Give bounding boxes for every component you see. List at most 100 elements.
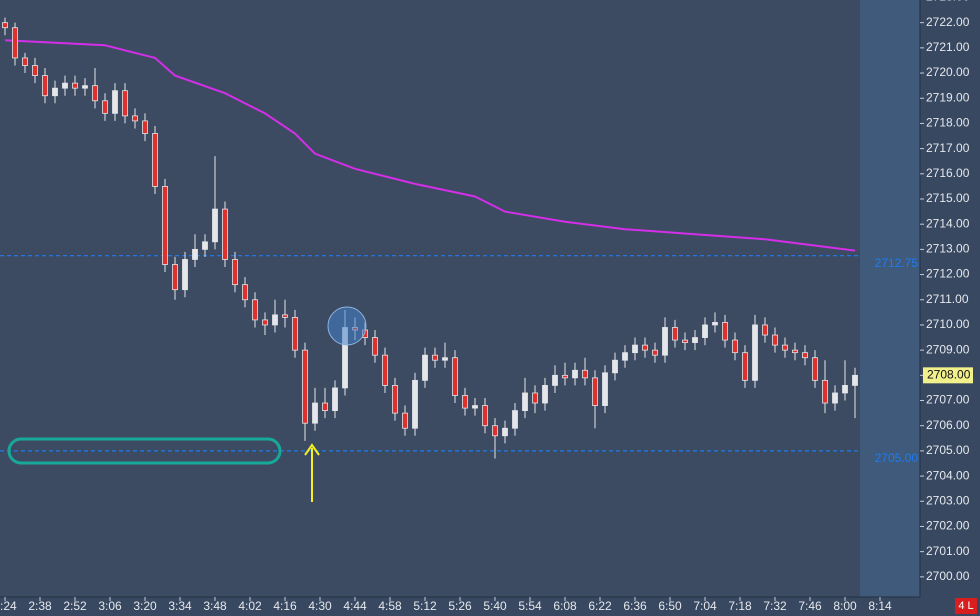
candle-body [712, 322, 718, 326]
candle-body [82, 85, 88, 89]
candle-body [192, 248, 198, 260]
candle-body [272, 314, 278, 326]
y-tick-label: 2702.00 [926, 519, 970, 533]
candle-body [282, 314, 288, 318]
x-tick-label: 8:14 [868, 599, 892, 613]
y-tick-label: 2714.00 [926, 216, 970, 230]
candle-body [442, 357, 448, 361]
x-tick-label: 5:26 [448, 599, 472, 613]
x-tick-label: 7:32 [763, 599, 787, 613]
candle-body [162, 186, 168, 265]
candle-body [222, 208, 228, 260]
candle-body [42, 75, 48, 97]
y-tick-label: 2721.00 [926, 40, 970, 54]
x-tick-label: 7:04 [693, 599, 717, 613]
candle-body [852, 374, 858, 386]
x-tick-label: 6:36 [623, 599, 647, 613]
candle-body [262, 319, 268, 326]
candle-body [322, 402, 328, 411]
x-tick-label: 3:34 [168, 599, 192, 613]
highlight-ellipse [7, 437, 282, 465]
y-tick-label: 2712.00 [926, 267, 970, 281]
candle-body [212, 208, 218, 243]
candle-body [752, 324, 758, 381]
candle-body [462, 395, 468, 409]
candle-body [742, 352, 748, 381]
future-area [860, 0, 920, 597]
arrow-head [304, 443, 320, 456]
candle-body [722, 322, 728, 341]
candle-body [292, 316, 298, 351]
x-tick-label: 4:44 [343, 599, 367, 613]
candle-body [102, 100, 108, 114]
candle-body [152, 133, 158, 187]
candle-body [172, 264, 178, 291]
x-tick-label: 4:58 [378, 599, 402, 613]
y-tick-label: 2722.00 [926, 15, 970, 29]
candle-body [412, 379, 418, 429]
candle-body [552, 374, 558, 386]
x-tick-label: 4:30 [308, 599, 332, 613]
y-tick-label: 2715.00 [926, 191, 970, 205]
candle-body [202, 241, 208, 250]
candle-body [562, 374, 568, 379]
y-tick-label: 2705.00 [926, 443, 970, 457]
candle-body [522, 392, 528, 411]
candle-body [12, 27, 18, 59]
candle-body [492, 425, 498, 437]
candle-body [72, 82, 78, 89]
level-label: 2705.00 [875, 451, 919, 465]
y-tick-label: 2704.00 [926, 468, 970, 482]
y-tick-label: 2718.00 [926, 116, 970, 130]
candle-body [232, 259, 238, 286]
y-tick-label: 2717.00 [926, 141, 970, 155]
candle-body [832, 392, 838, 404]
y-tick-label: 2719.00 [926, 90, 970, 104]
x-tick-label: 7:46 [798, 599, 822, 613]
candle-body [382, 354, 388, 386]
candle-body [22, 57, 28, 66]
time-axis-panel [0, 597, 920, 616]
candle-body [512, 410, 518, 429]
candle-body [92, 85, 98, 102]
x-tick-label: 7:18 [728, 599, 752, 613]
x-tick-label: 3:48 [203, 599, 227, 613]
candle-body [402, 412, 408, 429]
y-tick-label: 2700.00 [926, 569, 970, 583]
candle-body [602, 372, 608, 406]
candle-body [612, 359, 618, 374]
x-tick-label: 5:40 [483, 599, 507, 613]
candle-body [2, 22, 8, 29]
candle-body [432, 354, 438, 361]
candle-body [52, 87, 58, 97]
x-tick-label: 5:54 [518, 599, 542, 613]
last-price-label: 2708.00 [927, 368, 971, 382]
x-tick-label: 6:50 [658, 599, 682, 613]
x-tick-label: 4:02 [238, 599, 262, 613]
candle-body [62, 82, 68, 89]
candle-body [792, 349, 798, 354]
y-tick-label: 2716.00 [926, 166, 970, 180]
candle-body [582, 369, 588, 379]
candle-body [622, 352, 628, 361]
x-tick-label: 2:24 [0, 599, 17, 613]
candle-body [472, 405, 478, 409]
candle-body [642, 344, 648, 351]
level-label: 2712.75 [875, 256, 919, 270]
candle-body [482, 405, 488, 427]
candle-body [682, 339, 688, 343]
candle-body [662, 327, 668, 356]
x-tick-label: 3:20 [133, 599, 157, 613]
y-tick-label: 2711.00 [926, 292, 969, 306]
candle-body [132, 115, 138, 122]
candle-body [452, 357, 458, 396]
plot-background [0, 0, 920, 597]
x-tick-label: 2:52 [63, 599, 87, 613]
status-label: 4 L [958, 600, 973, 612]
highlight-circle [327, 306, 367, 346]
candle-body [672, 327, 678, 341]
candle-body [802, 352, 808, 359]
y-tick-label: 2706.00 [926, 418, 970, 432]
candle-body [32, 65, 38, 76]
